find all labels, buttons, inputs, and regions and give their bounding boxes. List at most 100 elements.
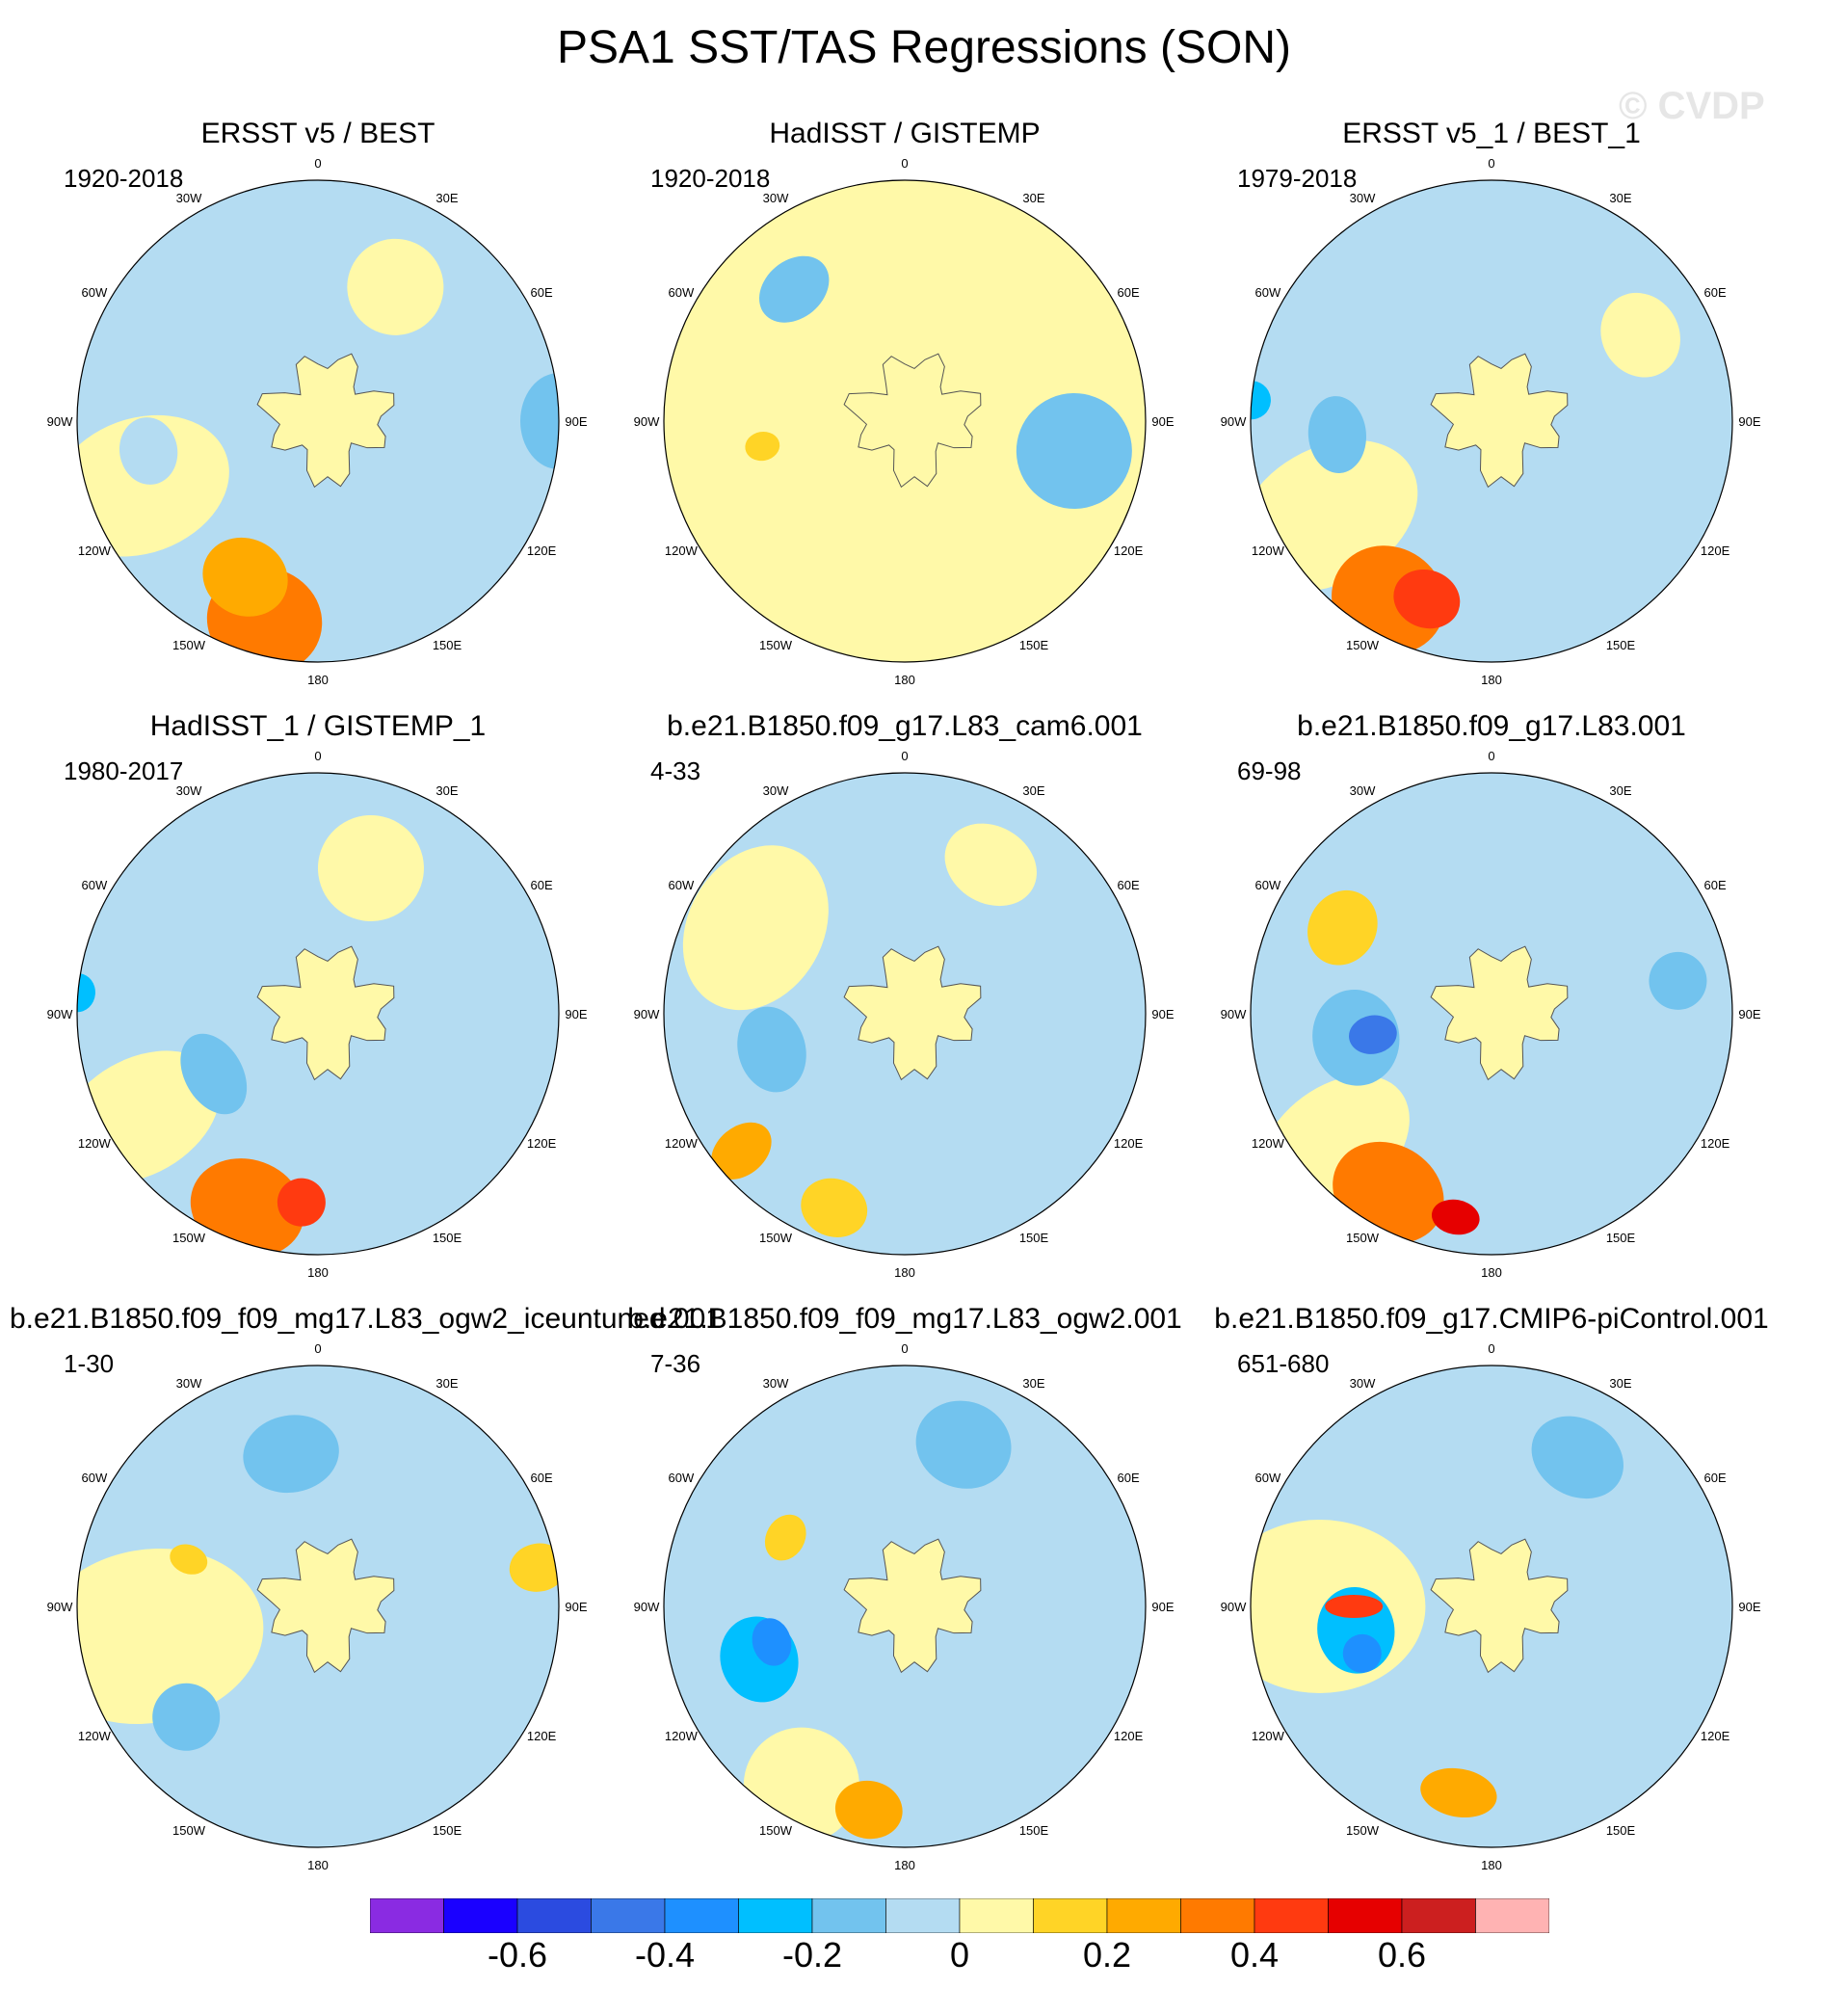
panel-title: b.e21.B1850.f09_g17.L83.001 [1297,710,1686,742]
longitude-label: 30W [176,1376,202,1391]
longitude-label: 60W [82,1471,108,1485]
longitude-label: 90E [565,1007,587,1021]
longitude-label: 0 [1488,156,1494,171]
longitude-label: 60E [1704,1471,1727,1485]
longitude-label: 150E [1019,1231,1049,1245]
anomaly-contour [1307,396,1366,473]
antarctica-landmass [1430,945,1569,1081]
longitude-label: 90E [1151,1007,1174,1021]
longitude-label: 150W [172,1231,206,1245]
antarctica-landmass [1430,1538,1569,1674]
colorbar-tick-label: 0.6 [1377,1935,1427,1975]
longitude-label: 90W [1221,1600,1247,1614]
longitude-label: 60W [1255,878,1281,892]
longitude-label: 180 [1481,673,1502,687]
anomaly-contour [1600,292,1680,378]
longitude-label: 0 [314,156,321,171]
anomaly-contour [1531,1416,1624,1499]
longitude-label: 120E [1701,544,1730,558]
longitude-label: 90E [1151,414,1174,429]
anomaly-contour [737,1006,806,1093]
panel-title: HadISST / GISTEMP [769,118,1041,149]
panel-years: 1920-2018 [650,164,771,193]
panel-title: b.e21.B1850.f09_f09_mg17.L83_ogw2_iceunt… [10,1303,722,1335]
longitude-label: 90W [1221,1007,1247,1021]
anomaly-contour [759,255,830,323]
anomaly-contour [170,1544,208,1575]
longitude-label: 30W [1350,1376,1376,1391]
colorbar [370,1898,1549,1933]
longitude-label: 120W [665,1729,699,1743]
colorbar-swatch [1328,1898,1403,1933]
colorbar-tick-label: -0.6 [487,1935,548,1975]
map-panel: 0 30E 60E 90E 120E 150E 180 150W 120W 90W 60W 30W b.… [596,1303,1213,1900]
polar-map: 0 30E 60E 90E 120E 150E 180 150W 120W 90W 60W 30W [1221,156,1761,687]
anomaly-contour [1431,1199,1480,1235]
panel-years: 1-30 [64,1349,115,1378]
antarctica-landmass [256,1538,395,1674]
colorbar-tick-label: 0 [949,1935,970,1975]
map-boundary [76,179,560,663]
map-boundary [76,772,560,1256]
longitude-label: 90E [1738,1007,1760,1021]
longitude-label: 60E [531,878,553,892]
longitude-label: 60E [1118,878,1140,892]
polar-map: 0 30E 60E 90E 120E 150E 180 150W 120W 90W 60W 30W [634,156,1175,687]
longitude-label: 150W [759,1231,793,1245]
colorbar-swatch [516,1898,592,1933]
cvdp-watermark: © CVDP [1619,85,1765,127]
longitude-label: 180 [307,1265,329,1280]
map-panel: 0 30E 60E 90E 120E 150E 180 150W 120W 90W 60W 30W Ha… [596,118,1213,715]
colorbar-swatch [1475,1898,1549,1933]
colorbar-swatch [664,1898,739,1933]
longitude-label: 120E [1701,1729,1730,1743]
longitude-label: 60W [669,1471,695,1485]
longitude-label: 90E [565,1600,587,1614]
longitude-label: 120W [78,1729,112,1743]
longitude-label: 30E [1022,191,1044,205]
longitude-label: 30E [1022,783,1044,798]
longitude-label: 30W [176,783,202,798]
polar-map: 0 30E 60E 90E 120E 150E 180 150W 120W 90W 60W 30W [47,1341,588,1872]
anomaly-contour [1016,393,1132,510]
panel-title: HadISST_1 / GISTEMP_1 [149,710,487,742]
longitude-label: 120E [527,1729,557,1743]
longitude-label: 150E [433,638,462,652]
longitude-label: 90W [634,1007,660,1021]
map-boundary [663,1365,1147,1848]
colorbar-tick-label: -0.4 [634,1935,696,1975]
anomaly-contour [1349,1015,1397,1054]
longitude-label: 150W [759,1823,793,1838]
longitude-label: 30W [763,783,789,798]
anomaly-contour [152,1683,221,1751]
longitude-label: 150W [1346,638,1380,652]
longitude-label: 0 [1488,749,1494,763]
panel-years: 651-680 [1237,1349,1330,1378]
panel-years: 1920-2018 [64,164,184,193]
longitude-label: 60W [669,878,695,892]
map-panel: 0 30E 60E 90E 120E 150E 180 150W 120W 90W 60W 30W b.… [1183,710,1800,1308]
antarctica-landmass [843,353,982,489]
longitude-label: 150E [433,1231,462,1245]
panel-years: 7-36 [650,1349,701,1378]
panel-title: ERSST v5 / BEST [200,118,436,149]
longitude-label: 150W [1346,1231,1380,1245]
longitude-label: 120E [1114,1136,1144,1151]
longitude-label: 60E [1704,878,1727,892]
map-boundary [1250,179,1733,663]
longitude-label: 180 [894,1265,915,1280]
longitude-label: 60E [1704,285,1727,300]
longitude-label: 90E [1738,1600,1760,1614]
anomaly-contour [243,1415,339,1494]
longitude-label: 120W [1252,544,1285,558]
longitude-label: 0 [901,156,908,171]
colorbar-swatch [811,1898,886,1933]
anomaly-contour [781,538,856,602]
colorbar-swatch [1180,1898,1255,1933]
polar-map: 0 30E 60E 90E 120E 150E 180 150W 120W 90W 60W 30W [634,749,1175,1280]
longitude-label: 0 [1488,1341,1494,1356]
map-panel: 0 30E 60E 90E 120E 150E 180 150W 120W 90W 60W 30W b.… [596,710,1213,1308]
longitude-label: 60W [82,878,108,892]
map-panel: 0 30E 60E 90E 120E 150E 180 150W 120W 90W 60W 30W b.… [10,1303,722,1900]
colorbar-swatch [591,1898,666,1933]
